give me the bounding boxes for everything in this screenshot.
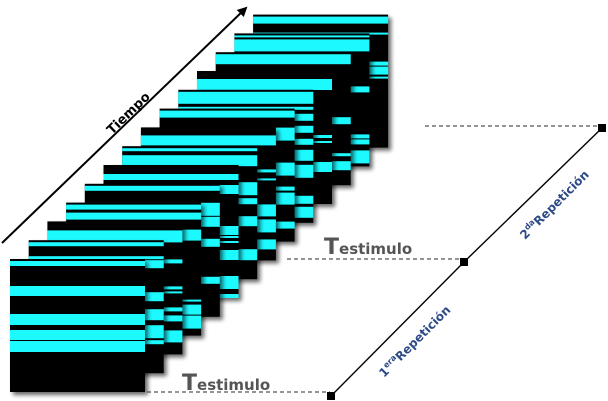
frame-stripe	[10, 314, 145, 325]
stimulus-label-1-small: estimulo	[197, 376, 270, 394]
repetition-line-1	[330, 261, 465, 397]
stimulus-label-1-big: T	[182, 371, 197, 396]
frame-stripe	[140, 135, 276, 146]
repetition-line-2	[463, 127, 603, 263]
marker-square-1	[327, 392, 335, 400]
marker-square-3	[598, 124, 606, 132]
frame-background	[10, 259, 145, 392]
repetition-label-2-text: Repetición	[531, 168, 592, 229]
repetition-label-2: 2daRepetición	[517, 167, 592, 242]
frame-stripe	[178, 106, 314, 110]
stimulus-label-2: Testimulo	[324, 235, 412, 260]
stimulus-label-2-small: estimulo	[339, 240, 412, 258]
marker-square-2	[460, 258, 468, 266]
frame-stack	[10, 14, 389, 392]
frame-stripe	[178, 91, 314, 104]
repetition-label-1-text: Repetición	[393, 303, 454, 364]
frame-stripe	[28, 256, 164, 260]
stimulus-label-1: Testimulo	[182, 371, 270, 396]
frame-stripe	[10, 261, 145, 266]
frame-stripe	[122, 155, 258, 167]
frame-stripe	[47, 230, 183, 243]
frame-stripe	[10, 330, 145, 340]
repetition-label-1: 1eraRepetición	[376, 302, 454, 380]
frame-stripe	[234, 35, 370, 38]
stimulus-label-2-big: T	[324, 235, 339, 260]
frame-stripe	[215, 54, 351, 65]
stimulus-frame	[10, 259, 145, 392]
frame-stripe	[253, 16, 389, 24]
frame-stripe	[234, 39, 370, 52]
frame-stripe	[66, 212, 202, 220]
frame-stripe	[66, 204, 202, 210]
frame-stripe	[28, 242, 164, 247]
frame-stripe	[10, 341, 145, 352]
frame-stripe	[103, 174, 239, 180]
frame-stripe	[122, 148, 258, 152]
time-axis-arrow	[1, 6, 248, 244]
frame-stripe	[197, 79, 332, 90]
frame-stripe	[10, 286, 145, 296]
frame-stripe	[159, 110, 295, 118]
frame-stripe	[84, 185, 220, 191]
